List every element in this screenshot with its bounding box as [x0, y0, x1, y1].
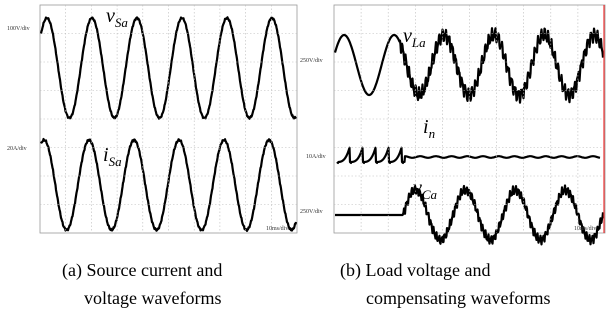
panel-b: 250V/div 10A/div 250V/div 10ms/div vLa i…	[300, 4, 606, 308]
waveform	[333, 27, 605, 104]
caption: (a) Source current and	[62, 260, 222, 281]
signal-label: iSa	[103, 144, 122, 169]
time-label: 10ms/div	[266, 226, 288, 232]
waveform	[39, 16, 297, 120]
signal-label: vSa	[106, 5, 128, 30]
signal-label: vLa	[403, 25, 426, 50]
caption: compensating waveforms	[366, 288, 550, 308]
scale-label: 10A/div	[306, 154, 326, 160]
caption: voltage waveforms	[84, 288, 221, 308]
panel-a: 100V/div 20A/div 10ms/div vSa iSa (a) So…	[7, 4, 298, 308]
scale-label: 20A/div	[7, 146, 27, 152]
waveform	[336, 146, 601, 164]
waveform	[39, 137, 298, 232]
scale-label: 100V/div	[7, 26, 30, 32]
waveform	[334, 184, 605, 246]
signal-label: in	[423, 116, 435, 141]
scale-label: 250V/div	[300, 209, 323, 215]
signal-label: vCa	[413, 177, 438, 202]
time-label: 10ms/div	[574, 226, 596, 232]
caption: (b) Load voltage and	[340, 260, 490, 281]
scale-label: 250V/div	[300, 58, 323, 64]
